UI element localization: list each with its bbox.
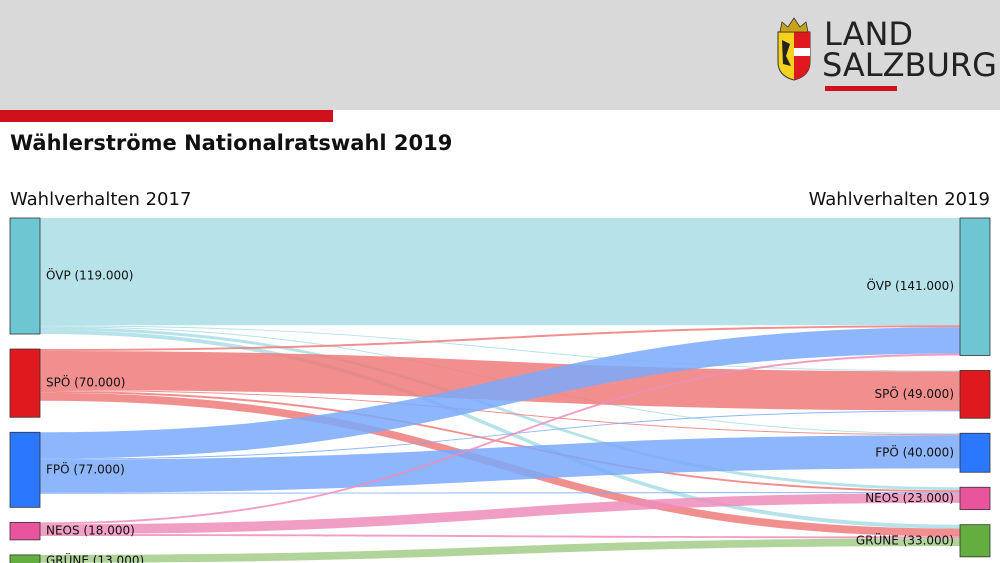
flow (40, 330, 960, 529)
right-node (959, 486, 991, 511)
flow (40, 493, 960, 535)
links (40, 218, 960, 563)
left-node-label: SPÖ (70.000) (46, 374, 125, 390)
left-node (9, 217, 41, 335)
flow (40, 218, 960, 326)
right-node-label: FPÖ (40.000) (875, 443, 954, 459)
flow (40, 435, 960, 493)
flow (40, 492, 960, 494)
right-node (959, 524, 991, 558)
flow (40, 327, 960, 459)
right-node-label: GRÜNE (33.000) (856, 531, 954, 547)
header-accent (0, 110, 333, 122)
right-node-label: SPÖ (49.000) (875, 385, 954, 401)
left-node-label: FPÖ (77.000) (46, 460, 125, 476)
flow (40, 325, 960, 372)
chart-title: Wählerströme Nationalratswahl 2019 (10, 131, 452, 155)
right-node (959, 217, 991, 356)
left-node (9, 554, 41, 563)
right-node-label: NEOS (23.000) (865, 491, 954, 505)
flow (40, 410, 960, 460)
right-node (959, 370, 991, 419)
flow (40, 390, 960, 493)
flow (40, 538, 960, 563)
left-node (9, 521, 41, 541)
right-node (959, 432, 991, 473)
flow (40, 389, 960, 436)
nodes: ÖVP (119.000) SPÖ (70.000) FPÖ (77.000) NEO… (9, 217, 991, 563)
right-title: Wahlverhalten 2019 (809, 189, 990, 210)
left-node-label: NEOS (18.000) (46, 524, 135, 538)
left-title: Wahlverhalten 2017 (10, 189, 191, 210)
logo-line2: SALZBURG (822, 46, 997, 84)
left-node-label: GRÜNE (13.000) (46, 552, 144, 563)
left-node (9, 431, 41, 508)
flow (40, 534, 960, 539)
flow (40, 325, 960, 351)
right-node-label: ÖVP (141.000) (867, 277, 954, 293)
logo-line1: LAND (824, 15, 913, 53)
flow (40, 327, 960, 491)
left-node (9, 348, 41, 418)
left-node-label: ÖVP (119.000) (46, 267, 133, 283)
flow (40, 353, 960, 525)
logo: LAND SALZBURG (777, 15, 997, 91)
header-band (0, 0, 1000, 110)
